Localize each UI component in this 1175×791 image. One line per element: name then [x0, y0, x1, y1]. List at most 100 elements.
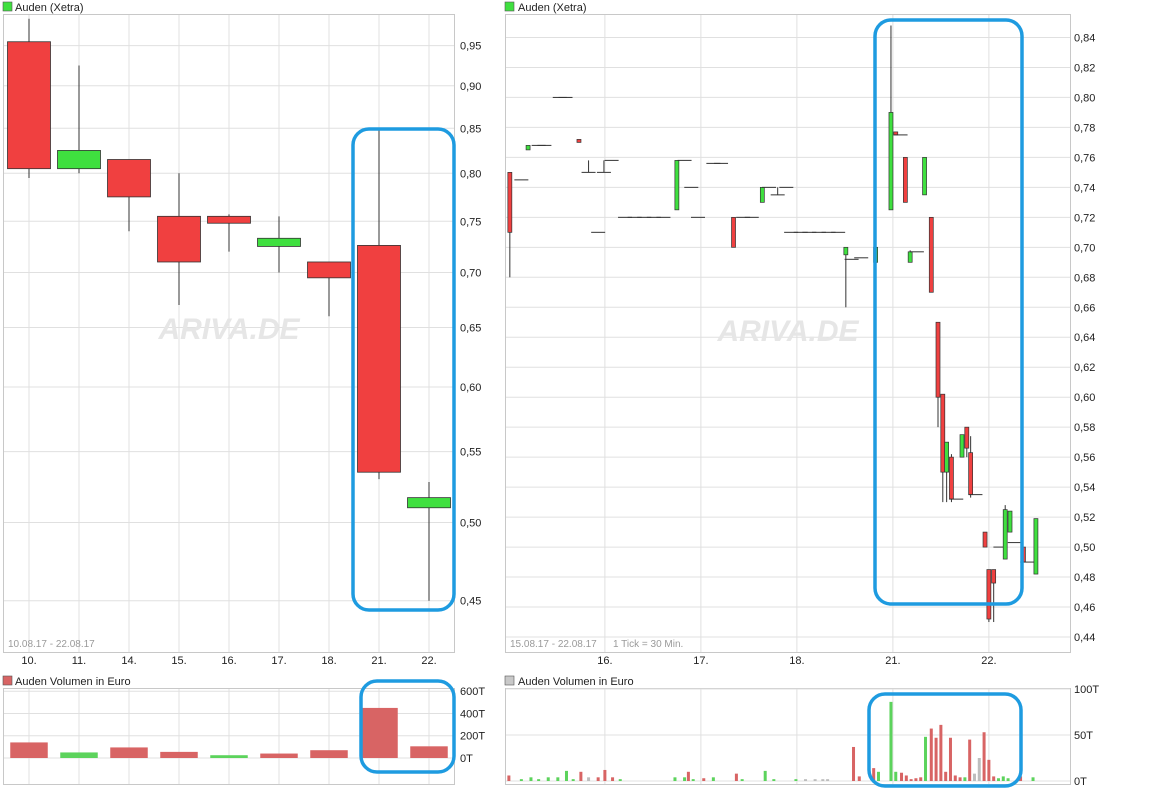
highlight-box-daily-price [351, 127, 456, 612]
intraday-volume-bar [813, 779, 817, 781]
daily-volume-legend-swatch [2, 675, 13, 686]
intraday-volume-bar [683, 777, 687, 781]
intraday-candle-body [888, 112, 894, 211]
intraday-volume-bar [556, 777, 560, 781]
intraday-volume-bar [579, 771, 583, 781]
intraday-volume-bar [929, 728, 933, 781]
daily-price-legend: Auden (Xetra) [15, 2, 83, 14]
intraday-price-panel: Auden (Xetra) ARIVA.DE 0,440,460,480,500… [504, 1, 1095, 667]
intraday-volume-bar [972, 773, 976, 781]
intraday-volume-bar [919, 777, 923, 781]
daily-price-x-axis: 10. 11. 14. 15. 16. 17. 18. 21. 22. [21, 655, 436, 667]
daily-volume-y-tick-label: 200T [460, 731, 485, 743]
intraday-volume-y-tick-label: 0T [1074, 776, 1087, 788]
intraday-volume-bar [763, 770, 767, 781]
intraday-volume-bar [889, 701, 893, 781]
daily-volume-legend: Auden Volumen in Euro [15, 676, 131, 688]
intraday-volume-bar [587, 777, 591, 781]
daily-candle-body [257, 237, 301, 247]
daily-volume-bar [210, 755, 248, 758]
intraday-volume-bar [996, 778, 1000, 781]
intraday-price-plot-frame [505, 14, 1071, 653]
intraday-price-x-tick-label: 21. [885, 655, 900, 667]
intraday-price-tick-label: 1 Tick = 30 Min. [613, 639, 683, 650]
intraday-candle-body [944, 441, 949, 473]
daily-price-y-tick-label: 0,55 [460, 447, 481, 459]
intraday-volume-bar [826, 779, 830, 781]
intraday-price-y-tick-label: 0,76 [1074, 152, 1095, 164]
intraday-volume-bar [603, 769, 607, 781]
intraday-volume-bar [618, 779, 622, 781]
intraday-price-y-tick-label: 0,70 [1074, 242, 1095, 254]
intraday-volume-bar [953, 775, 957, 781]
intraday-price-y-tick-label: 0,84 [1074, 32, 1095, 44]
daily-volume-y-axis: 0T 200T 400T 600T [460, 686, 485, 765]
intraday-candle-body [940, 393, 946, 473]
intraday-volume-bar [1019, 776, 1023, 781]
intraday-price-y-tick-label: 0,54 [1074, 482, 1095, 494]
daily-price-x-tick-label: 14. [121, 655, 136, 667]
intraday-price-range-label: 15.08.17 - 22.08.17 [510, 639, 597, 650]
intraday-price-y-tick-label: 0,82 [1074, 62, 1095, 74]
daily-price-y-tick-label: 0,45 [460, 596, 481, 608]
intraday-price-y-tick-label: 0,52 [1074, 512, 1095, 524]
intraday-volume-bar [1006, 778, 1010, 781]
intraday-candle-body [1002, 509, 1008, 560]
intraday-volume-bar [944, 771, 948, 781]
daily-price-x-tick-label: 17. [271, 655, 286, 667]
intraday-price-x-tick-label: 17. [693, 655, 708, 667]
daily-price-y-tick-label: 0,70 [460, 268, 481, 280]
daily-price-x-tick-label: 16. [221, 655, 236, 667]
intraday-volume-bar [904, 775, 908, 781]
daily-volume-bar [10, 742, 48, 758]
intraday-candle-body [922, 157, 927, 196]
daily-candle-body [207, 215, 251, 224]
intraday-volume-y-tick-label: 100T [1074, 684, 1099, 696]
daily-price-range-label: 10.08.17 - 22.08.17 [8, 639, 95, 650]
intraday-candle-body [982, 531, 988, 548]
intraday-candle-body [964, 426, 970, 449]
intraday-candle-body [1033, 518, 1039, 575]
intraday-volume-bars [507, 701, 1035, 781]
daily-price-panel: Auden (Xetra) ARIVA.DE 0,450,500,550,600… [2, 1, 481, 667]
intraday-volume-bar [702, 778, 706, 781]
daily-candle-body [157, 215, 201, 263]
daily-volume-bar [260, 753, 298, 758]
intraday-candle-body [968, 452, 973, 495]
intraday-volume-panel: Auden Volumen in Euro 0T 50T 100T [504, 675, 1099, 788]
intraday-volume-bar [914, 778, 918, 781]
daily-volume-bar [60, 752, 98, 758]
daily-price-x-tick-label: 10. [21, 655, 36, 667]
intraday-price-y-tick-label: 0,78 [1074, 122, 1095, 134]
intraday-volume-bar [977, 758, 981, 781]
daily-price-legend-swatch [2, 1, 13, 12]
daily-volume-y-tick-label: 600T [460, 686, 485, 698]
intraday-price-grid [506, 15, 1070, 652]
intraday-volume-bar [894, 771, 898, 781]
daily-price-watermark: ARIVA.DE [157, 313, 300, 346]
intraday-price-y-tick-label: 0,50 [1074, 542, 1095, 554]
intraday-price-y-tick-label: 0,66 [1074, 302, 1095, 314]
daily-price-y-tick-label: 0,85 [460, 123, 481, 135]
daily-price-x-tick-label: 21. [371, 655, 386, 667]
daily-price-y-tick-label: 0,50 [460, 517, 481, 529]
intraday-volume-bar [924, 736, 928, 781]
intraday-price-y-axis: 0,44 0,46 0,48 0,50 0,52 0,54 0,56 0,58 0,60 0,62… [1074, 32, 1095, 644]
intraday-candle-body [731, 216, 736, 248]
intraday-price-y-tick-label: 0,64 [1074, 332, 1095, 344]
intraday-volume-bar [564, 770, 568, 781]
intraday-volume-y-tick-label: 50T [1074, 730, 1093, 742]
intraday-volume-plot-frame [505, 688, 1071, 785]
highlight-box-daily-volume [359, 679, 456, 774]
daily-price-x-tick-label: 15. [171, 655, 186, 667]
intraday-volume-bar [1001, 776, 1005, 781]
intraday-volume-bar [876, 771, 880, 781]
intraday-candle-body [935, 321, 941, 398]
intraday-candle-body [986, 569, 992, 620]
intraday-volume-bar [939, 724, 943, 781]
daily-volume-panel: Auden Volumen in Euro 0T 200T 400T 600T [2, 675, 485, 785]
daily-price-candles [7, 18, 451, 601]
intraday-candle-body [576, 139, 582, 143]
intraday-volume-bar [900, 772, 904, 781]
intraday-volume-bar [596, 777, 600, 781]
